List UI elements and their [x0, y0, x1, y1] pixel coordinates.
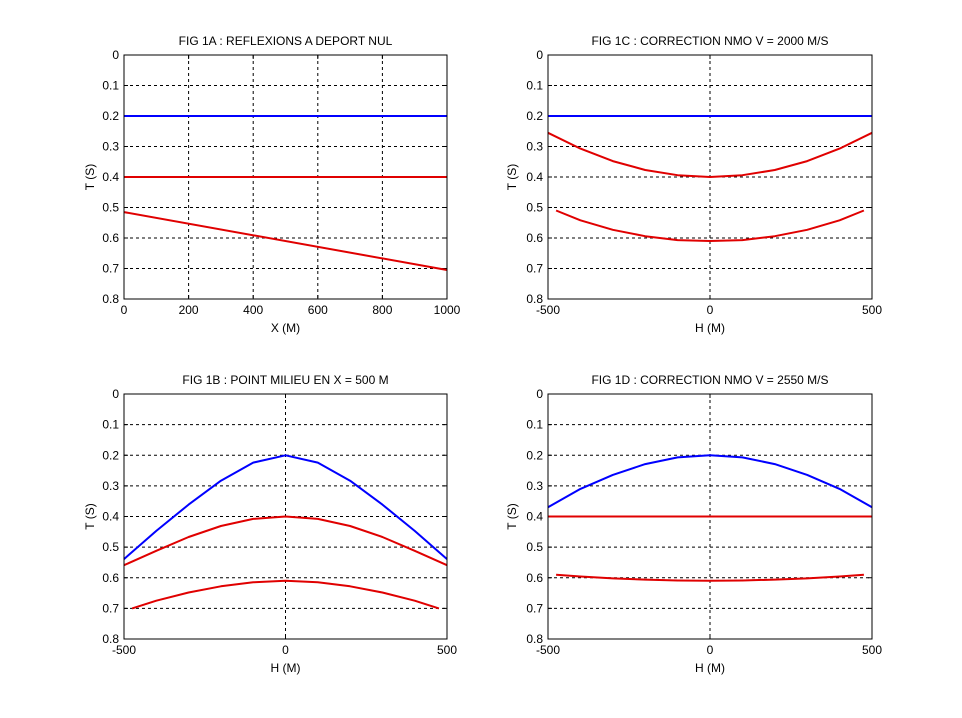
y-axis-label: T (S)	[505, 503, 519, 529]
y-tick-label: 0.4	[526, 170, 543, 184]
series-line-red	[547, 131, 873, 178]
series-line-red	[123, 211, 448, 271]
y-tick-label: 0.1	[526, 79, 543, 93]
x-tick-label: -500	[112, 643, 136, 657]
y-tick-label: 0.7	[102, 262, 119, 276]
x-tick-label: 200	[179, 303, 199, 317]
y-tick-label: 0	[536, 387, 543, 401]
x-tick-label: 0	[707, 303, 714, 317]
x-tick-label: 500	[437, 643, 457, 657]
series-line-blue	[547, 454, 873, 509]
x-tick-label: 400	[243, 303, 263, 317]
y-axis-label: T (S)	[83, 164, 97, 190]
y-tick-label: 0.3	[102, 479, 119, 493]
y-tick-label: 0.4	[102, 170, 119, 184]
x-tick-label: -500	[536, 303, 560, 317]
x-tick-label: 500	[862, 303, 882, 317]
y-tick-label: 0.8	[526, 632, 543, 646]
y-tick-label: 0.6	[102, 231, 119, 245]
y-tick-label: 0.5	[102, 540, 119, 554]
y-tick-label: 0.7	[526, 601, 543, 615]
y-tick-label: 0.3	[526, 479, 543, 493]
panel-title: FIG 1C : CORRECTION NMO V = 2000 M/S	[591, 34, 828, 48]
y-tick-label: 0.5	[526, 540, 543, 554]
y-tick-label: 0.2	[526, 109, 543, 123]
y-tick-label: 0.3	[102, 140, 119, 154]
panel-title: FIG 1B : POINT MILIEU EN X = 500 M	[182, 373, 388, 387]
panel-title: FIG 1D : CORRECTION NMO V = 2550 M/S	[591, 373, 828, 387]
y-tick-label: 0.5	[526, 201, 543, 215]
y-tick-label: 0.7	[102, 601, 119, 615]
x-tick-label: 800	[372, 303, 392, 317]
y-tick-label: 0.1	[102, 79, 119, 93]
y-tick-label: 0.7	[526, 262, 543, 276]
x-tick-label: 0	[282, 643, 289, 657]
y-tick-label: 0.8	[102, 632, 119, 646]
panel-fig1d: FIG 1D : CORRECTION NMO V = 2550 M/S H (…	[505, 373, 882, 675]
y-tick-label: 0.1	[526, 418, 543, 432]
x-tick-label: 1000	[434, 303, 461, 317]
axes-frame	[547, 393, 873, 640]
y-tick-label: 0.2	[526, 448, 543, 462]
x-tick-label: 0	[121, 303, 128, 317]
x-axis-label: H (M)	[271, 661, 301, 675]
series-line-red	[123, 515, 448, 567]
x-tick-label: 500	[862, 643, 882, 657]
panel-fig1b: FIG 1B : POINT MILIEU EN X = 500 M H (M)…	[83, 373, 457, 675]
x-axis-label: X (M)	[271, 321, 300, 335]
y-tick-label: 0.6	[102, 571, 119, 585]
x-tick-label: 0	[707, 643, 714, 657]
y-tick-label: 0.6	[526, 571, 543, 585]
x-tick-label: 600	[308, 303, 328, 317]
y-tick-label: 0.5	[102, 201, 119, 215]
y-tick-label: 0.4	[102, 510, 119, 524]
axes-frame	[123, 393, 448, 640]
y-axis-label: T (S)	[505, 164, 519, 190]
series-line-red	[555, 209, 865, 242]
y-tick-label: 0.8	[102, 292, 119, 306]
x-axis-label: H (M)	[695, 661, 725, 675]
panel-title: FIG 1A : REFLEXIONS A DEPORT NUL	[179, 34, 393, 48]
y-tick-label: 0	[536, 48, 543, 62]
y-tick-label: 0.2	[102, 109, 119, 123]
panel-fig1a: FIG 1A : REFLEXIONS A DEPORT NUL X (M) T…	[83, 34, 461, 335]
y-tick-label: 0.4	[526, 510, 543, 524]
x-tick-label: -500	[536, 643, 560, 657]
y-axis-label: T (S)	[83, 503, 97, 529]
axes-frame	[123, 54, 448, 300]
series-line-red	[556, 573, 864, 582]
x-axis-label: H (M)	[695, 321, 725, 335]
series-line-blue	[123, 454, 448, 560]
y-tick-label: 0.6	[526, 231, 543, 245]
y-tick-label: 0.1	[102, 418, 119, 432]
axes-frame	[547, 54, 873, 300]
y-tick-label: 0.3	[526, 140, 543, 154]
y-tick-label: 0	[112, 48, 119, 62]
y-tick-label: 0.2	[102, 448, 119, 462]
y-tick-label: 0.8	[526, 292, 543, 306]
y-tick-label: 0	[112, 387, 119, 401]
panel-fig1c: FIG 1C : CORRECTION NMO V = 2000 M/S H (…	[505, 34, 882, 335]
series-line-red	[131, 579, 440, 610]
